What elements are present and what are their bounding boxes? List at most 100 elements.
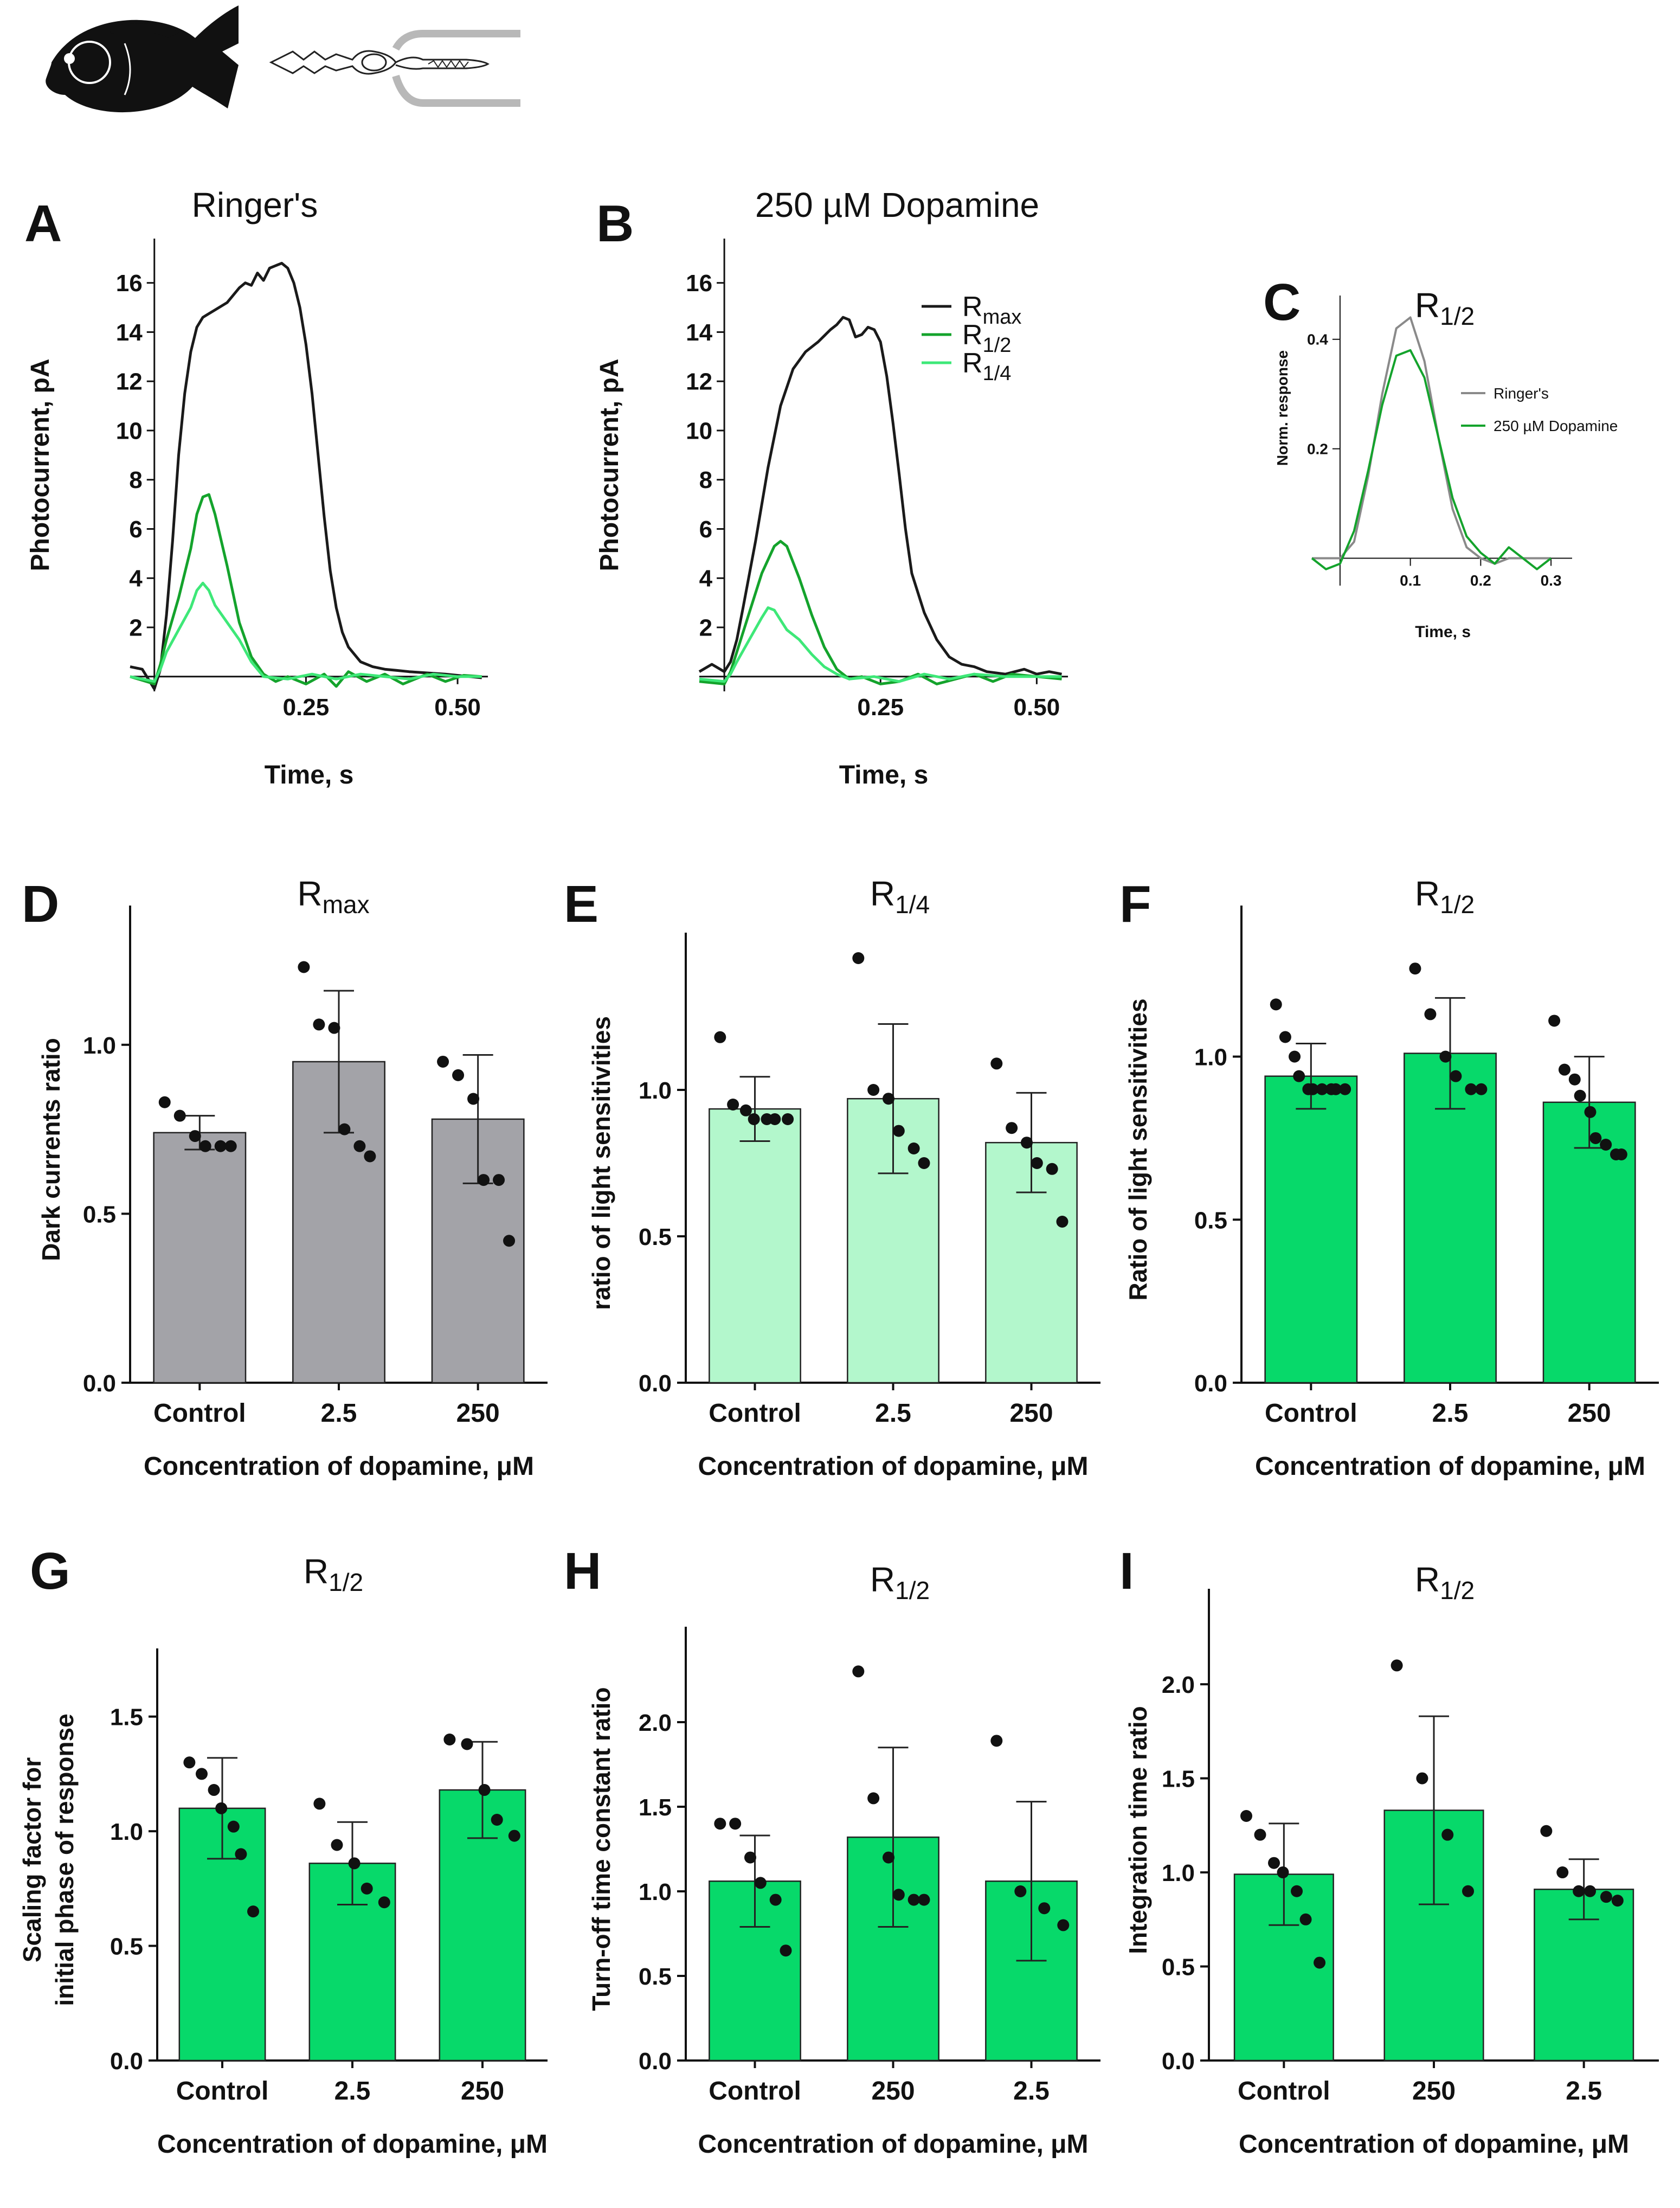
data-point <box>1254 1828 1266 1841</box>
panel-title-subscript: 1/4 <box>895 890 930 919</box>
x-tick-label: 250 <box>871 2077 915 2106</box>
data-point <box>780 1944 792 1957</box>
panel-c: C R1/2 0.2 0.4 0.1 0.2 0.3 Time, s Norm. respons… <box>1263 273 1618 641</box>
data-point <box>461 1738 473 1750</box>
panel-e: E R1/4 0.0 0.5 1.0 Control 2.5 250 Concentration… <box>564 874 1100 1481</box>
data-point <box>729 1818 742 1830</box>
x-tick-label: 250 <box>1412 2077 1456 2106</box>
y-axis-label: Photocurrent, pA <box>595 359 624 572</box>
panel-title-main: R <box>1415 874 1440 913</box>
y-tick-label: 0.5 <box>1162 1954 1195 1981</box>
series-line-rmax <box>698 316 1062 676</box>
data-point <box>1462 1885 1474 1897</box>
data-point <box>443 1734 456 1745</box>
panel-title-subscript: max <box>323 890 370 919</box>
data-point <box>227 1820 240 1833</box>
panel-title-subscript: 1/2 <box>895 1576 930 1604</box>
data-point <box>1293 1070 1305 1082</box>
y-tick-label: 6 <box>699 516 712 543</box>
data-point <box>1316 1083 1328 1095</box>
data-point <box>1306 1083 1319 1095</box>
x-tick-label: 2.5 <box>1566 2077 1602 2106</box>
x-tick-label: 250 <box>456 1399 500 1428</box>
y-axis-label: Norm. response <box>1274 350 1291 466</box>
legend-label-subscript: max <box>983 306 1022 329</box>
data-point <box>183 1756 196 1769</box>
legend-label: 250 µM Dopamine <box>1494 418 1618 434</box>
x-tick-label: 0.1 <box>1400 572 1421 589</box>
data-point <box>493 1174 505 1186</box>
data-point <box>714 1031 726 1043</box>
data-point <box>452 1069 465 1081</box>
y-tick-label: 1.0 <box>1194 1044 1227 1071</box>
y-tick-label: 0.5 <box>639 1224 672 1250</box>
panel-letter-c: C <box>1263 273 1301 331</box>
data-point <box>313 1018 325 1031</box>
data-point <box>918 1894 930 1906</box>
panel-f: F R1/2 0.0 0.5 1.0 Control 2.5 250 Concentration… <box>1119 874 1659 1481</box>
data-point <box>1574 1089 1586 1102</box>
data-point <box>1573 1885 1585 1897</box>
y-axis-label-line-1: Scaling factor for <box>18 1757 46 1962</box>
panel-title-subscript: 1/2 <box>1440 1576 1475 1604</box>
x-tick-label: Control <box>709 2077 801 2106</box>
photoreceptor-cell-icon <box>269 50 490 75</box>
data-point <box>1615 1148 1627 1161</box>
y-tick-label: 12 <box>686 369 712 395</box>
data-point <box>1038 1902 1051 1915</box>
data-point <box>852 952 865 964</box>
panel-h: H R1/2 0.0 0.5 1.0 1.5 2.0 Control 250 2.5 Concent… <box>564 1542 1100 2159</box>
legend-label-subscript: 1/2 <box>983 334 1012 357</box>
data-point <box>867 1792 880 1805</box>
data-point <box>1014 1885 1027 1897</box>
data-point <box>739 1104 752 1116</box>
data-point <box>892 1125 905 1137</box>
panel-title: R1/2 <box>870 1560 930 1604</box>
panel-letter-a: A <box>24 195 62 253</box>
bar-control <box>153 1132 247 1384</box>
data-point <box>364 1150 376 1163</box>
y-tick-label: 1.5 <box>639 1794 672 1821</box>
panel-g: G R1/2 0.0 0.5 1.0 1.5 Control 2.5 250 Concentrat… <box>18 1542 548 2159</box>
data-point <box>1056 1216 1068 1228</box>
data-point <box>714 1818 726 1830</box>
legend-label: R1/4 <box>962 348 1011 385</box>
x-axis-label: Concentration of dopamine, μM <box>144 1452 534 1481</box>
y-tick-label: 0.0 <box>639 2048 672 2075</box>
x-tick-label: 250 <box>1009 1399 1053 1428</box>
data-point <box>215 1802 228 1814</box>
y-tick-label: 14 <box>116 319 143 346</box>
data-point <box>508 1830 520 1842</box>
data-point <box>907 1894 920 1906</box>
data-point <box>1339 1083 1351 1095</box>
data-point <box>224 1140 237 1152</box>
suction-pipette-icon <box>392 30 520 107</box>
x-tick-label: 2.5 <box>1013 2077 1050 2106</box>
data-point <box>331 1839 343 1851</box>
data-point <box>907 1142 920 1154</box>
y-tick-label: 0.5 <box>83 1201 116 1228</box>
data-point <box>247 1905 260 1918</box>
panel-title: R1/2 <box>304 1552 363 1596</box>
legend-label: Rmax <box>962 291 1021 329</box>
panel-title-subscript: 1/2 <box>329 1568 363 1596</box>
data-point <box>918 1157 930 1169</box>
data-point <box>1600 1138 1612 1151</box>
data-point <box>348 1857 361 1870</box>
data-point <box>1046 1163 1058 1175</box>
y-tick-label: 2.0 <box>639 1710 672 1736</box>
data-point <box>353 1140 366 1152</box>
data-point <box>1439 1050 1452 1063</box>
legend-label: R1/2 <box>962 319 1011 357</box>
x-tick-label: 2.5 <box>321 1399 357 1428</box>
data-point <box>338 1123 351 1135</box>
data-point <box>298 961 310 973</box>
y-tick-label: 4 <box>699 566 713 592</box>
bar-control <box>1264 1075 1358 1384</box>
x-tick-label: 0.25 <box>283 694 330 721</box>
data-point <box>1441 1828 1454 1841</box>
x-tick-label: 250 <box>1568 1399 1611 1428</box>
y-tick-label: 0.5 <box>1194 1207 1227 1234</box>
data-point <box>1299 1913 1312 1925</box>
panel-title: R1/2 <box>1415 1560 1475 1604</box>
